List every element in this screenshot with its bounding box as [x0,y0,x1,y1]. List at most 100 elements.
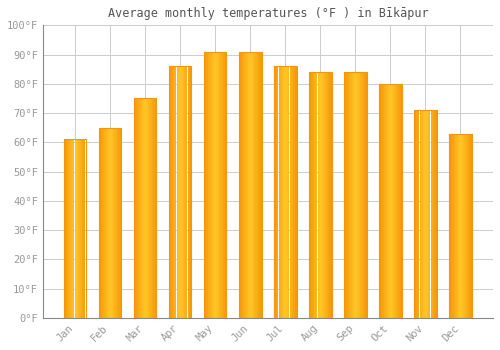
Bar [344,72,346,318]
Bar [242,51,244,318]
Bar [366,72,368,318]
Bar [274,66,276,318]
Bar [295,66,296,318]
Bar [72,139,73,318]
Bar [425,110,426,318]
Bar [414,110,415,318]
Bar [436,110,437,318]
Bar [209,51,210,318]
Bar [226,51,228,318]
Bar [144,98,146,318]
Bar [64,139,65,318]
Bar [311,72,312,318]
Bar [253,51,254,318]
Bar [296,66,298,318]
Bar [250,51,252,318]
Bar [470,134,471,318]
Bar [140,98,141,318]
Bar [285,66,286,318]
Bar [312,72,313,318]
Bar [206,51,207,318]
Bar [111,128,112,318]
Bar [424,110,425,318]
Bar [466,134,467,318]
Bar [397,84,398,318]
Bar [365,72,366,318]
Bar [182,66,183,318]
Bar [118,128,119,318]
Bar [278,66,280,318]
Bar [379,84,402,318]
Bar [70,139,72,318]
Bar [415,110,416,318]
Bar [452,134,453,318]
Bar [417,110,418,318]
Bar [324,72,326,318]
Bar [364,72,365,318]
Bar [82,139,83,318]
Bar [143,98,144,318]
Bar [387,84,388,318]
Bar [204,51,206,318]
Bar [65,139,66,318]
Bar [460,134,461,318]
Bar [152,98,153,318]
Bar [280,66,281,318]
Bar [361,72,362,318]
Bar [168,66,192,318]
Bar [217,51,218,318]
Bar [213,51,214,318]
Bar [180,66,181,318]
Bar [112,128,114,318]
Bar [330,72,331,318]
Bar [245,51,246,318]
Bar [258,51,259,318]
Bar [462,134,463,318]
Bar [309,72,332,318]
Bar [216,51,217,318]
Bar [78,139,79,318]
Bar [134,98,135,318]
Bar [186,66,188,318]
Bar [354,72,355,318]
Bar [101,128,102,318]
Bar [310,72,311,318]
Bar [449,134,450,318]
Bar [435,110,436,318]
Bar [244,51,245,318]
Bar [155,98,156,318]
Bar [432,110,433,318]
Bar [179,66,180,318]
Bar [430,110,432,318]
Bar [249,51,250,318]
Bar [207,51,208,318]
Bar [188,66,189,318]
Bar [222,51,224,318]
Bar [358,72,359,318]
Bar [147,98,148,318]
Bar [79,139,80,318]
Bar [214,51,216,318]
Bar [190,66,192,318]
Bar [81,139,82,318]
Bar [322,72,323,318]
Bar [252,51,253,318]
Bar [153,98,154,318]
Bar [401,84,402,318]
Bar [286,66,287,318]
Bar [328,72,330,318]
Bar [172,66,174,318]
Bar [383,84,384,318]
Bar [382,84,383,318]
Bar [189,66,190,318]
Bar [239,51,240,318]
Bar [110,128,111,318]
Bar [396,84,397,318]
Bar [453,134,454,318]
Bar [414,110,437,318]
Bar [398,84,400,318]
Bar [221,51,222,318]
Bar [146,98,147,318]
Bar [384,84,385,318]
Bar [290,66,291,318]
